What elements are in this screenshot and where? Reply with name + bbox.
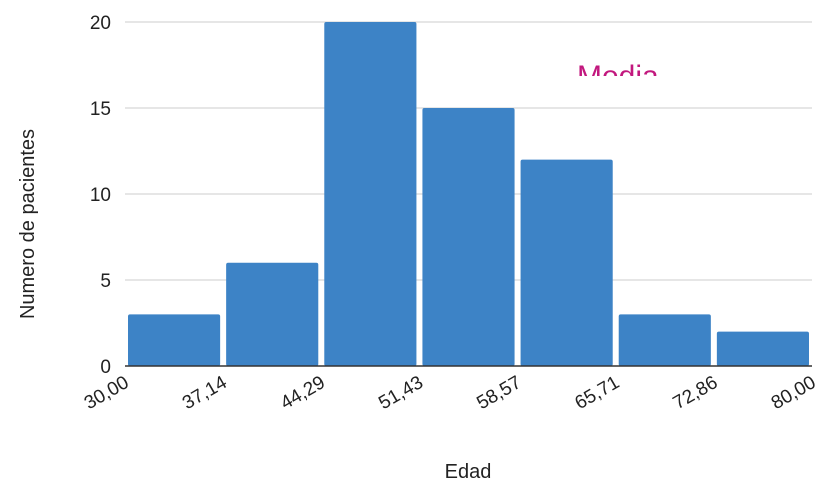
- x-tick-label: 65,71: [572, 372, 624, 414]
- y-tick-label: 15: [90, 99, 111, 120]
- y-tick-label: 20: [90, 13, 111, 34]
- histogram-bar: [422, 108, 515, 366]
- histogram-bar: [520, 159, 613, 366]
- x-tick-label: 37,14: [179, 372, 231, 414]
- x-axis-title: Edad: [445, 461, 492, 481]
- x-tick-label: 30,00: [81, 372, 133, 414]
- media-annotation: Media: [577, 60, 659, 93]
- y-tick-label: 5: [100, 271, 111, 292]
- y-tick-labels: 0 5 10 15 20: [90, 13, 111, 378]
- x-tick-label: 72,86: [670, 372, 722, 414]
- bars: [128, 22, 809, 366]
- x-tick-label: 51,43: [375, 372, 427, 414]
- histogram-bar: [716, 331, 809, 366]
- histogram-bar: [128, 314, 221, 366]
- y-tick-label: 10: [90, 185, 111, 206]
- histogram-bar: [324, 22, 417, 366]
- x-tick-label: 80,00: [768, 372, 820, 414]
- x-tick-labels: 30,00 37,14 44,29 51,43 58,57 65,71 72,86 80,00: [81, 372, 820, 414]
- y-tick-label: 0: [100, 357, 111, 378]
- y-axis-title: Numero de pacientes: [17, 129, 39, 319]
- x-tick-label: 44,29: [277, 372, 329, 414]
- histogram-bar: [226, 262, 319, 366]
- histogram-bar: [618, 314, 711, 366]
- x-tick-label: 58,57: [473, 372, 525, 414]
